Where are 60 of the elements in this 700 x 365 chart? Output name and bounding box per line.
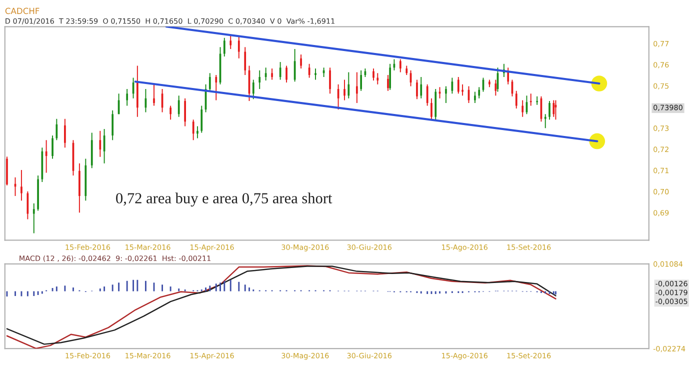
candlestick <box>522 100 524 118</box>
candlestick <box>548 100 550 120</box>
candlestick <box>478 86 480 99</box>
candlestick <box>300 54 302 69</box>
candlestick <box>192 119 194 141</box>
candlestick <box>356 72 358 104</box>
candlestick <box>544 114 546 129</box>
candlestick <box>64 118 66 148</box>
candlestick <box>215 74 218 101</box>
annotation: 0,72 area buy e area 0,75 area short <box>116 192 332 207</box>
candlestick <box>223 37 226 57</box>
candlestick <box>445 86 447 104</box>
candlestick <box>153 84 155 106</box>
candlestick <box>552 100 555 118</box>
candlestick <box>126 88 128 106</box>
candlestick <box>252 79 254 100</box>
candlestick <box>457 76 460 94</box>
candlestick <box>178 95 180 118</box>
candlestick <box>32 202 35 234</box>
candlestick <box>416 79 418 100</box>
candlestick <box>494 79 497 96</box>
candlestick <box>376 72 379 85</box>
candlestick <box>344 79 346 101</box>
candlestick <box>20 169 22 202</box>
candlestick <box>99 130 102 158</box>
candlestick <box>387 74 389 92</box>
candlestick <box>238 35 240 59</box>
candlestick <box>170 105 172 120</box>
candlestick <box>52 135 54 160</box>
candlestick <box>26 190 29 220</box>
candlestick <box>196 126 198 139</box>
candlestick <box>389 63 391 90</box>
chart-title: CADCHF <box>5 8 40 14</box>
candlestick <box>530 93 532 106</box>
candlestick <box>462 84 464 96</box>
candlestick <box>244 46 246 76</box>
candlestick <box>420 76 422 99</box>
candlestick <box>314 68 316 80</box>
candlestick <box>451 77 454 94</box>
candlestick <box>208 72 211 92</box>
candlestick <box>286 65 288 83</box>
candlestick <box>372 68 374 82</box>
candlestick <box>426 84 428 106</box>
candlestick <box>112 110 114 141</box>
candlestick <box>56 118 58 141</box>
candlestick <box>258 70 261 90</box>
candlestick <box>184 98 186 127</box>
candlestick <box>515 90 518 109</box>
candlestick <box>430 98 432 120</box>
candlestick <box>230 35 232 50</box>
candlestick <box>507 67 510 85</box>
candlestick <box>474 91 476 104</box>
candlestick <box>271 68 273 80</box>
candlestick <box>360 70 362 92</box>
candlestick <box>200 105 203 134</box>
candlestick <box>536 96 538 106</box>
candlestick <box>406 65 408 76</box>
candlestick <box>348 72 350 99</box>
candlestick <box>329 67 331 94</box>
candlestick <box>399 58 402 73</box>
